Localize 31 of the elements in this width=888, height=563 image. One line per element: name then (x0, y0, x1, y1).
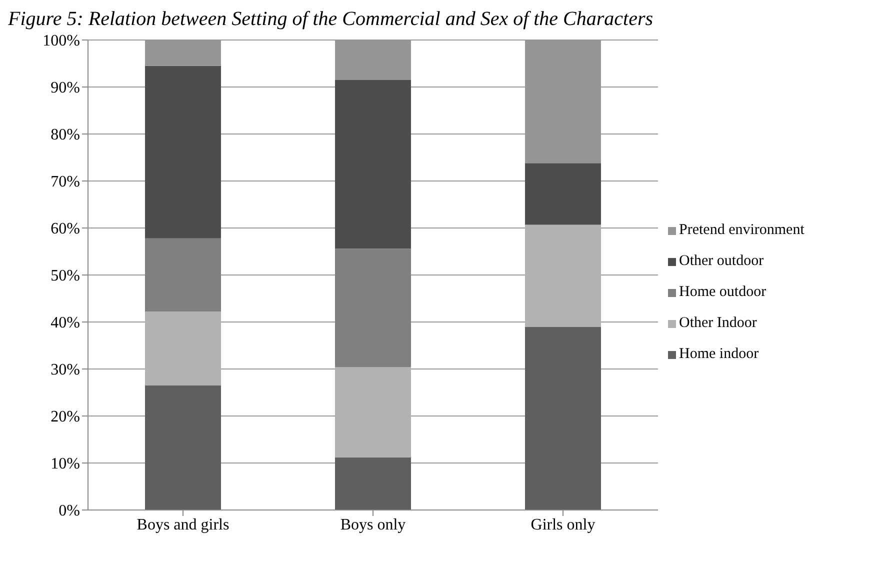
y-tick-label: 80% (50, 126, 80, 144)
bar (525, 326, 601, 510)
bar (145, 312, 221, 386)
chart-title: Figure 5: Relation between Setting of the Commercial and Sex of the Characters (8, 8, 654, 30)
legend-label: Pretend environment (679, 222, 804, 239)
bar (525, 224, 601, 327)
x-tick-label: Girls only (530, 516, 596, 534)
legend-label: Home indoor (679, 346, 759, 363)
bar (145, 238, 221, 312)
bar (145, 66, 221, 238)
y-tick-label: 0% (58, 502, 80, 520)
bar (335, 367, 411, 458)
bar (335, 457, 411, 510)
y-tick-label: 10% (50, 456, 80, 473)
y-tick-label: 60% (50, 220, 80, 238)
y-tick-label: 40% (50, 314, 80, 332)
y-tick-label: 30% (50, 362, 80, 379)
y-tick-label: 100% (42, 32, 80, 50)
bar (525, 163, 601, 225)
bar (335, 248, 411, 368)
y-tick-label: 20% (50, 408, 80, 426)
bar (145, 385, 221, 510)
bar (335, 80, 411, 249)
x-tick-label: Boys only (340, 516, 406, 534)
legend-label: Other outdoor (679, 253, 764, 270)
y-tick-label: 50% (50, 268, 80, 285)
legend-label: Home outdoor (679, 284, 766, 301)
legend-label: Other Indoor (679, 315, 757, 332)
x-tick-label: Boys and girls (136, 516, 230, 534)
y-tick-label: 70% (50, 174, 80, 191)
y-tick-label: 90% (50, 80, 80, 97)
